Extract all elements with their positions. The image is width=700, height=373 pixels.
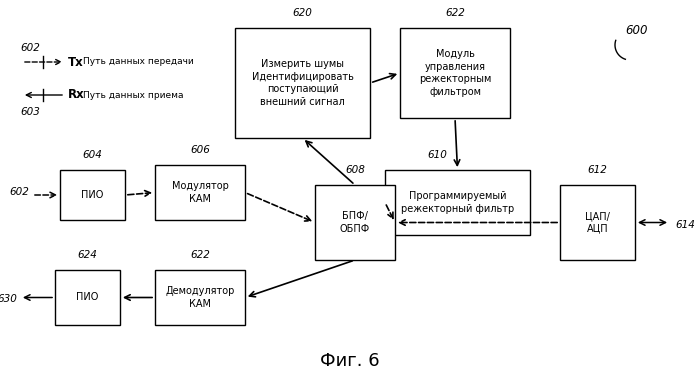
Bar (55, 270, 120, 325)
Text: 610: 610 (428, 150, 447, 160)
Text: 620: 620 (293, 8, 312, 18)
Text: Путь данных передачи: Путь данных передачи (83, 57, 194, 66)
Text: 608: 608 (345, 165, 365, 175)
Text: 612: 612 (587, 165, 608, 175)
Bar (235, 28, 370, 138)
Bar (60, 170, 125, 220)
Text: 630: 630 (0, 295, 17, 304)
Text: Tx: Tx (68, 56, 84, 69)
Text: Rx: Rx (68, 88, 85, 101)
Text: 606: 606 (190, 145, 210, 155)
Text: БПФ/
ОБПФ: БПФ/ ОБПФ (340, 211, 370, 234)
Text: Измерить шумы
Идентифицировать
поступающий
внешний сигнал: Измерить шумы Идентифицировать поступающ… (251, 59, 354, 107)
Bar (155, 165, 245, 220)
Text: Модуль
управления
режекторным
фильтром: Модуль управления режекторным фильтром (419, 49, 491, 97)
Bar (315, 185, 395, 260)
Text: 622: 622 (190, 250, 210, 260)
Text: ПИО: ПИО (76, 292, 99, 303)
Bar (155, 270, 245, 325)
Text: ЦАП/
АЦП: ЦАП/ АЦП (585, 211, 610, 234)
Text: 603: 603 (20, 107, 40, 117)
Text: 624: 624 (78, 250, 97, 260)
Text: 602: 602 (9, 187, 29, 197)
Text: 622: 622 (445, 8, 465, 18)
Text: 614: 614 (675, 219, 695, 229)
Bar (400, 28, 510, 118)
Text: ПИО: ПИО (81, 190, 104, 200)
Text: 602: 602 (20, 43, 40, 53)
Bar (385, 170, 530, 235)
Text: Путь данных приема: Путь данных приема (83, 91, 183, 100)
Text: 604: 604 (83, 150, 102, 160)
Bar (560, 185, 635, 260)
Text: Программируемый
режекторный фильтр: Программируемый режекторный фильтр (401, 191, 514, 214)
Text: 600: 600 (625, 23, 648, 37)
Text: Фиг. 6: Фиг. 6 (320, 352, 380, 370)
Text: Модулятор
КАМ: Модулятор КАМ (172, 181, 228, 204)
Text: Демодулятор
КАМ: Демодулятор КАМ (165, 286, 234, 309)
